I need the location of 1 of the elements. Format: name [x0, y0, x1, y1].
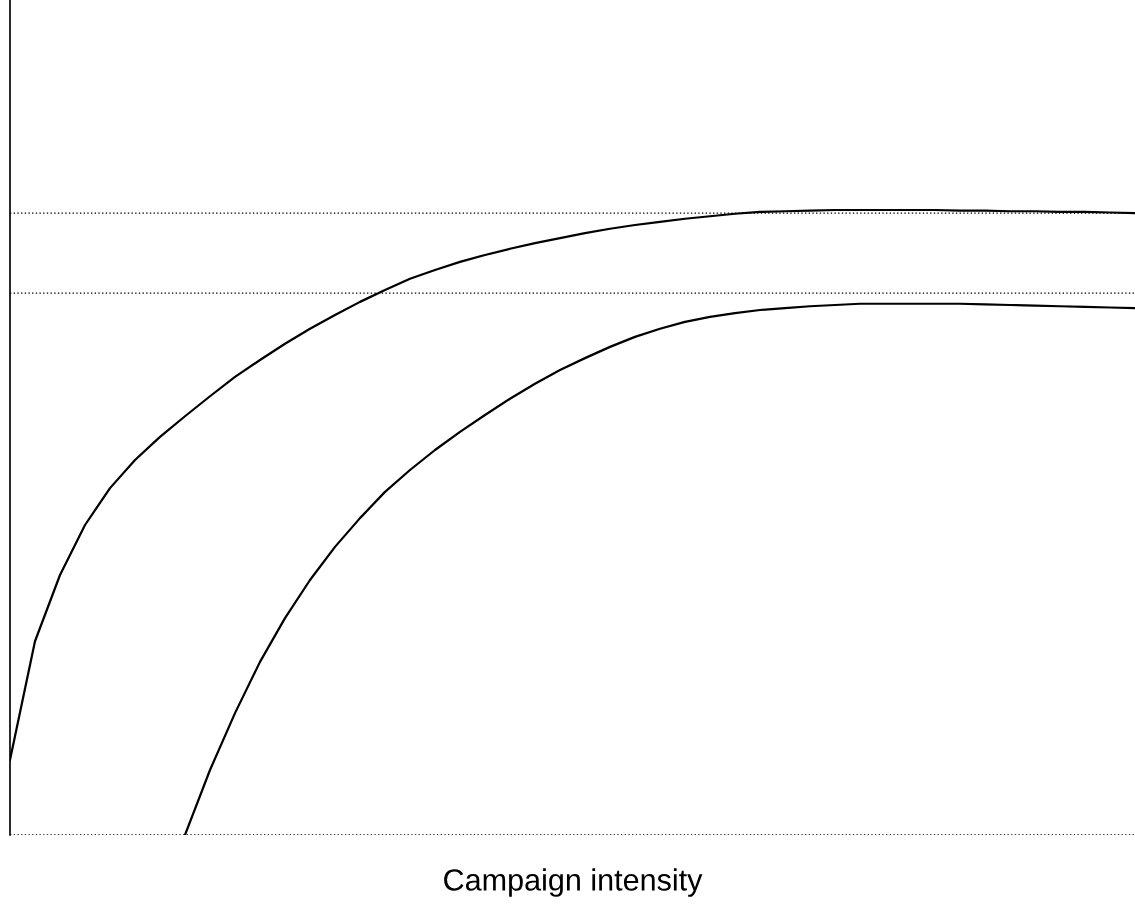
x-axis-title: Campaign intensity	[444, 868, 703, 897]
